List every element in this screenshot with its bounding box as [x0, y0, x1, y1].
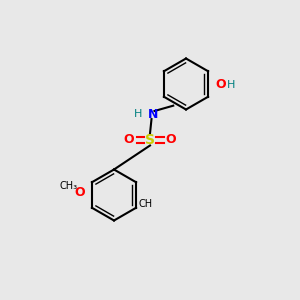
Text: H: H: [227, 80, 235, 91]
Text: CH: CH: [138, 199, 153, 209]
Text: H: H: [134, 109, 142, 119]
Text: O: O: [166, 133, 176, 146]
Text: N: N: [148, 107, 158, 121]
Text: S: S: [145, 133, 155, 146]
Text: O: O: [215, 77, 226, 91]
Text: O: O: [74, 185, 85, 199]
Text: CH₃: CH₃: [60, 181, 78, 191]
Text: O: O: [124, 133, 134, 146]
